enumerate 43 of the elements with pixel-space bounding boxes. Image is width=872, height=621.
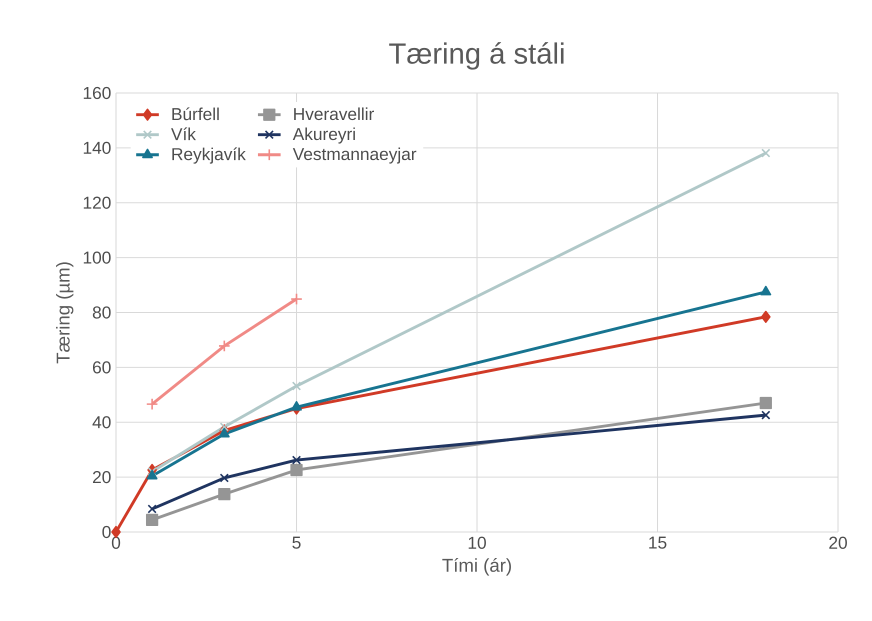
y-tick-label: 100 — [84, 251, 111, 264]
point — [292, 381, 302, 391]
y-tick-label: 40 — [92, 416, 111, 428]
x-tick-label: 10 — [468, 536, 486, 549]
legend-label: Vík — [171, 127, 196, 140]
x-tick-label: 5 — [292, 536, 301, 549]
point — [218, 488, 230, 500]
legend-label: Akureyri — [292, 127, 355, 144]
point — [218, 340, 230, 352]
point — [291, 401, 302, 411]
point — [146, 398, 158, 410]
x-tick-label: 20 — [829, 536, 847, 549]
y-tick-label: 120 — [84, 196, 111, 209]
x-tick-label: 0 — [112, 536, 120, 549]
chart-title: Tæring á stáli — [389, 42, 564, 70]
point — [148, 504, 157, 514]
legend-label: Hveravellir — [294, 107, 374, 120]
y-axis-title: Tæring (µm) — [56, 262, 74, 364]
point — [218, 428, 230, 438]
point — [761, 410, 770, 420]
point — [760, 286, 772, 296]
point — [146, 470, 158, 480]
y-tick-label: 60 — [92, 361, 111, 374]
point — [761, 148, 770, 158]
point — [761, 310, 771, 324]
legend-label: Búrfell — [172, 107, 219, 120]
y-tick-label: 140 — [84, 142, 111, 154]
point — [220, 422, 229, 432]
point — [148, 467, 157, 476]
y-tick-label: 80 — [92, 306, 111, 319]
y-tick-label: 0 — [102, 526, 111, 538]
legend-label: Vestmannaeyjar — [292, 147, 416, 164]
point — [290, 464, 303, 476]
x-axis-title: Tími (ár) — [442, 558, 511, 576]
point — [292, 456, 302, 465]
y-tick-label: 20 — [92, 470, 111, 484]
point — [760, 396, 772, 410]
point — [290, 292, 303, 306]
point — [220, 473, 229, 482]
legend-label: Reykjavík — [172, 147, 246, 164]
y-tick-label: 160 — [84, 86, 111, 100]
point — [146, 514, 158, 526]
x-tick-label: 15 — [649, 536, 666, 549]
